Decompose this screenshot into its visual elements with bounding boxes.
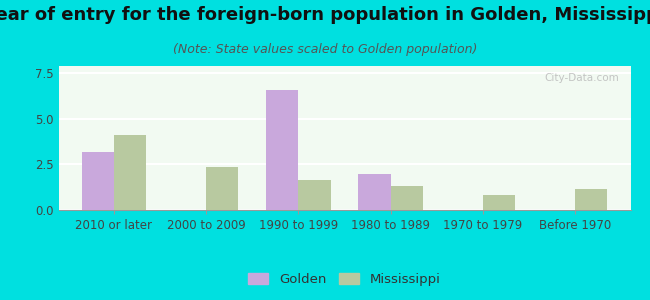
Bar: [81, 152, 114, 210]
Bar: [206, 167, 239, 210]
Bar: [483, 194, 515, 210]
Text: City-Data.com: City-Data.com: [544, 73, 619, 83]
Bar: [298, 180, 331, 210]
Bar: [266, 90, 298, 210]
Text: Year of entry for the foreign-born population in Golden, Mississippi: Year of entry for the foreign-born popul…: [0, 6, 650, 24]
Bar: [358, 173, 391, 210]
Legend: Golden, Mississippi: Golden, Mississippi: [242, 266, 447, 293]
Bar: [575, 189, 608, 210]
Text: (Note: State values scaled to Golden population): (Note: State values scaled to Golden pop…: [173, 44, 477, 56]
Bar: [114, 135, 146, 210]
Bar: [391, 186, 423, 210]
